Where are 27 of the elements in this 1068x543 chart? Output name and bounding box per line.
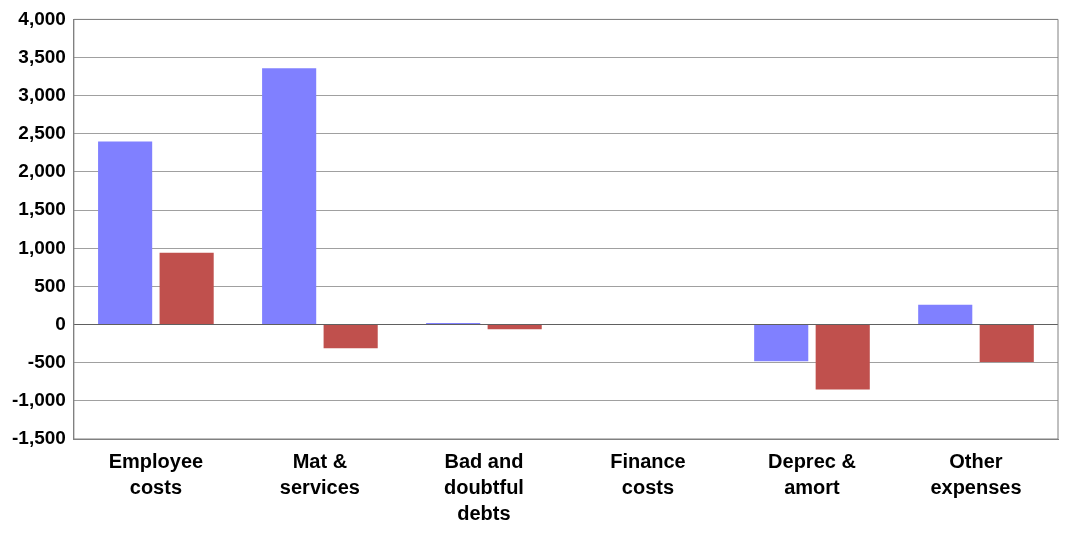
y-tick-label: 0	[55, 312, 66, 334]
x-tick-label: Other expenses	[930, 449, 1022, 498]
x-tick-label: Deprec & amort	[768, 449, 856, 498]
y-tick-label: 4,000	[18, 7, 66, 29]
y-tick-label: 2,000	[18, 160, 66, 182]
y-tick-label: 3,000	[18, 83, 66, 105]
bar	[754, 325, 809, 362]
bar	[159, 252, 214, 325]
y-tick-label: -1,500	[12, 427, 66, 449]
y-tick-label: -1,000	[12, 389, 66, 411]
bar	[918, 304, 973, 325]
x-tick-label: Bad and doubtful debts	[443, 449, 524, 524]
x-tick-label: Finance costs	[610, 449, 686, 498]
y-tick-label: 500	[34, 274, 66, 296]
y-tick-label: 1,500	[18, 198, 66, 220]
y-tick-label: -500	[27, 350, 66, 372]
x-tick-label: Employee costs	[108, 449, 204, 498]
y-tick-label: 1,000	[18, 236, 66, 258]
bar	[487, 325, 542, 330]
bar	[262, 68, 317, 325]
y-tick-label: 2,500	[18, 122, 66, 144]
bar	[815, 325, 870, 390]
y-tick-label: 3,500	[18, 45, 66, 67]
bar	[323, 325, 378, 349]
bar	[979, 325, 1034, 362]
x-tick-label: Mat & services	[279, 449, 360, 498]
bar	[98, 141, 153, 325]
